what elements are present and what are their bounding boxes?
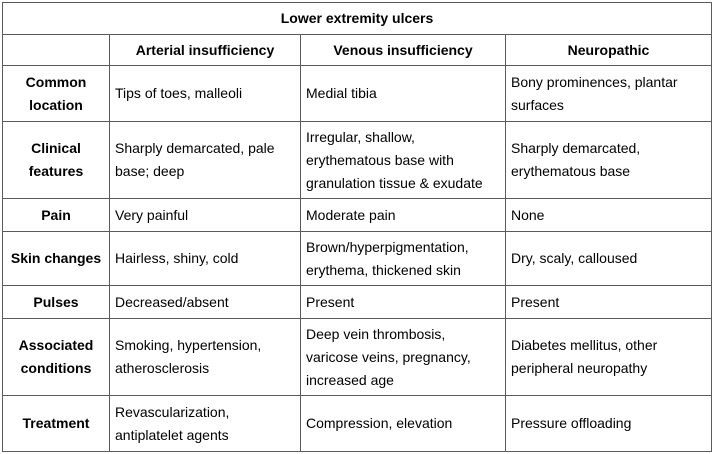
cell-neuropathic: Bony prominences, plantar surfaces xyxy=(504,65,713,122)
cell-venous: Irregular, shallow, erythematous base wi… xyxy=(300,121,506,199)
cell-neuropathic: Sharply demarcated, erythematous base xyxy=(504,121,713,199)
cell-neuropathic: Dry, scaly, calloused xyxy=(504,231,713,286)
row-label-pulses: Pulses xyxy=(2,285,110,319)
column-header-venous: Venous insufficiency xyxy=(300,34,506,66)
cell-arterial: Tips of toes, malleoli xyxy=(109,65,301,122)
cell-venous: Medial tibia xyxy=(300,65,506,122)
cell-arterial: Revascularization, antiplatelet agents xyxy=(109,395,301,452)
cell-arterial: Decreased/absent xyxy=(109,285,301,319)
row-label-skin-changes: Skin changes xyxy=(2,231,110,286)
table-title: Lower extremity ulcers xyxy=(1,2,713,35)
cell-arterial: Very painful xyxy=(109,198,301,232)
table-row-associated-conditions: Associated conditions Smoking, hypertens… xyxy=(2,318,713,396)
table-row-treatment: Treatment Revascularization, antiplatele… xyxy=(2,395,713,452)
table-row-skin-changes: Skin changes Hairless, shiny, cold Brown… xyxy=(2,231,713,286)
cell-neuropathic: None xyxy=(504,198,713,232)
table-row-pain: Pain Very painful Moderate pain None xyxy=(2,198,713,232)
column-header-neuropathic: Neuropathic xyxy=(504,34,713,66)
column-header-arterial: Arterial insufficiency xyxy=(109,34,301,66)
cell-neuropathic: Present xyxy=(504,285,713,319)
cell-arterial: Sharply demarcated, pale base; deep xyxy=(109,121,301,199)
cell-arterial: Smoking, hypertension, atherosclerosis xyxy=(109,318,301,396)
cell-venous: Brown/hyperpigmentation, erythema, thick… xyxy=(300,231,506,286)
cell-venous: Moderate pain xyxy=(300,198,506,232)
cell-venous: Compression, elevation xyxy=(300,395,506,452)
cell-venous: Present xyxy=(300,285,506,319)
cell-arterial: Hairless, shiny, cold xyxy=(109,231,301,286)
cell-neuropathic: Pressure offloading xyxy=(504,395,713,452)
row-label-clinical-features: Clinical features xyxy=(2,121,110,199)
cell-venous: Deep vein thrombosis, varicose veins, pr… xyxy=(300,318,506,396)
row-label-associated-conditions: Associated conditions xyxy=(2,318,110,396)
cell-neuropathic: Diabetes mellitus, other peripheral neur… xyxy=(504,318,713,396)
table-row-common-location: Common location Tips of toes, malleoli M… xyxy=(2,65,713,122)
table-row-pulses: Pulses Decreased/absent Present Present xyxy=(2,285,713,319)
column-header-empty xyxy=(2,34,110,66)
row-label-pain: Pain xyxy=(2,198,110,232)
title-row: Lower extremity ulcers xyxy=(1,2,713,35)
table-row-clinical-features: Clinical features Sharply demarcated, pa… xyxy=(2,121,713,199)
row-label-common-location: Common location xyxy=(2,65,110,122)
column-header-row: Arterial insufficiency Venous insufficie… xyxy=(2,34,713,66)
row-label-treatment: Treatment xyxy=(2,395,110,452)
